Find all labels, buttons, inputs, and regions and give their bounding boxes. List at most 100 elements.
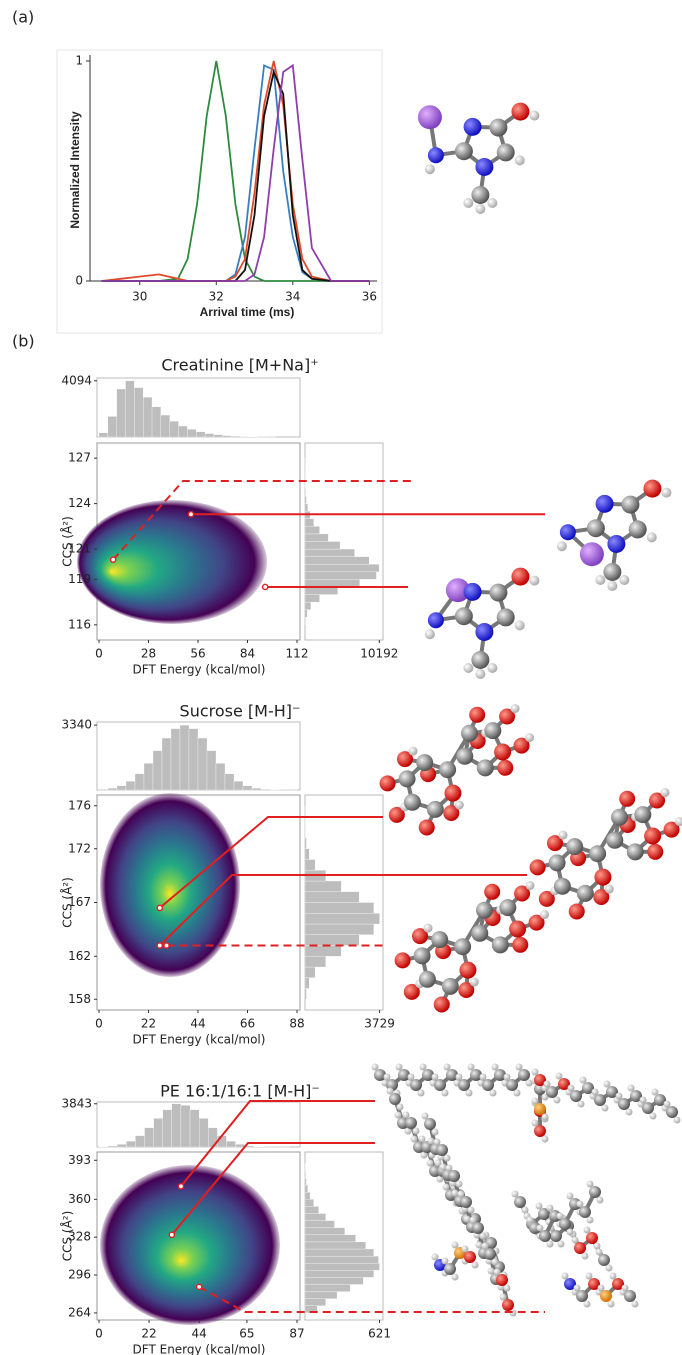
atom xyxy=(539,1230,551,1242)
atom xyxy=(577,1201,584,1208)
atom xyxy=(606,1265,613,1272)
x-tick-label: 3729 xyxy=(364,1017,395,1031)
atom xyxy=(512,1191,519,1198)
atom xyxy=(570,1090,582,1102)
hist-bar xyxy=(154,1118,163,1147)
x-tick-label: 56 xyxy=(190,647,205,661)
atom xyxy=(566,838,583,855)
hist-bar xyxy=(145,1128,154,1147)
atom xyxy=(567,1193,574,1200)
y-tick-label: 119 xyxy=(68,572,91,586)
atom xyxy=(470,978,479,987)
atom xyxy=(606,832,623,849)
hist-bar xyxy=(305,1256,379,1263)
hist-bar xyxy=(172,1104,181,1147)
atom xyxy=(439,761,456,778)
atom xyxy=(598,1285,605,1292)
atom xyxy=(399,770,416,787)
atom xyxy=(557,1213,564,1220)
hist-bar xyxy=(135,774,144,790)
atom xyxy=(594,1243,601,1250)
atom xyxy=(458,1079,470,1091)
atom xyxy=(542,1136,549,1143)
hist-bar xyxy=(190,1110,199,1147)
atom xyxy=(389,1093,401,1105)
atom xyxy=(424,1118,436,1130)
hist-bar xyxy=(305,881,341,892)
atom xyxy=(408,747,417,756)
hist-bar xyxy=(171,729,180,790)
hist-bar xyxy=(305,610,307,618)
atom xyxy=(395,952,411,968)
atom xyxy=(582,1253,589,1260)
hist-bar xyxy=(305,956,326,967)
hist-bar xyxy=(181,1105,190,1147)
atom xyxy=(546,1086,558,1098)
atom xyxy=(384,1074,391,1081)
atom xyxy=(487,198,497,208)
atom xyxy=(522,1207,529,1214)
conformer-point xyxy=(164,943,169,948)
y-tick-label: 172 xyxy=(68,841,91,855)
atom xyxy=(622,1285,629,1292)
atom xyxy=(611,809,628,826)
atom xyxy=(529,111,539,121)
atom xyxy=(432,1254,439,1261)
atom xyxy=(559,1218,571,1230)
atom xyxy=(497,608,515,626)
atom xyxy=(456,1181,463,1188)
atom xyxy=(577,885,594,902)
atom xyxy=(550,1230,562,1242)
atom xyxy=(484,1248,496,1260)
atom xyxy=(518,1069,530,1081)
atom xyxy=(584,1227,591,1234)
atom xyxy=(619,575,629,585)
hist-bar xyxy=(198,738,207,790)
atom xyxy=(416,754,433,771)
hist-bar xyxy=(179,426,188,437)
atom xyxy=(418,105,442,129)
atom xyxy=(472,1222,484,1234)
atom xyxy=(468,1207,475,1214)
atom xyxy=(471,651,489,669)
atom xyxy=(511,704,520,713)
atom xyxy=(464,1251,476,1263)
x-tick-label: 34 xyxy=(285,290,300,304)
atom xyxy=(489,119,507,137)
atom xyxy=(603,563,621,581)
y-tick-label: 264 xyxy=(68,1305,91,1319)
y-tick-label: 3843 xyxy=(61,1096,92,1110)
hist-bar xyxy=(305,557,369,565)
atom xyxy=(466,1090,473,1097)
hist-bar xyxy=(225,774,234,790)
atom xyxy=(452,1190,459,1197)
hist-bar xyxy=(232,436,241,437)
atom xyxy=(471,186,489,204)
atom xyxy=(456,1074,463,1081)
atom xyxy=(497,143,515,161)
atom xyxy=(434,1139,441,1146)
atom xyxy=(580,542,604,566)
atom xyxy=(666,1106,678,1118)
hist-bar xyxy=(305,1192,310,1199)
atom xyxy=(475,158,493,176)
atom xyxy=(464,583,482,601)
hist-bar xyxy=(305,989,306,1000)
atom xyxy=(580,1077,587,1084)
hist-bar xyxy=(99,789,108,790)
atom xyxy=(554,1097,561,1104)
atom xyxy=(419,1136,426,1143)
atom xyxy=(504,1285,511,1292)
atom xyxy=(661,788,670,797)
atom xyxy=(547,1205,554,1212)
panel-label: (b) xyxy=(12,332,35,351)
atom xyxy=(589,1186,601,1198)
y-tick-label: 393 xyxy=(68,1153,91,1167)
atom xyxy=(600,1290,612,1302)
hist-bar xyxy=(214,435,223,437)
atom xyxy=(497,760,513,776)
hist-bar xyxy=(305,1171,306,1178)
hist-bar xyxy=(305,595,320,603)
atom xyxy=(587,1181,594,1188)
figure: (a) (b) 0130323436Normalized IntensityAr… xyxy=(0,0,682,1355)
